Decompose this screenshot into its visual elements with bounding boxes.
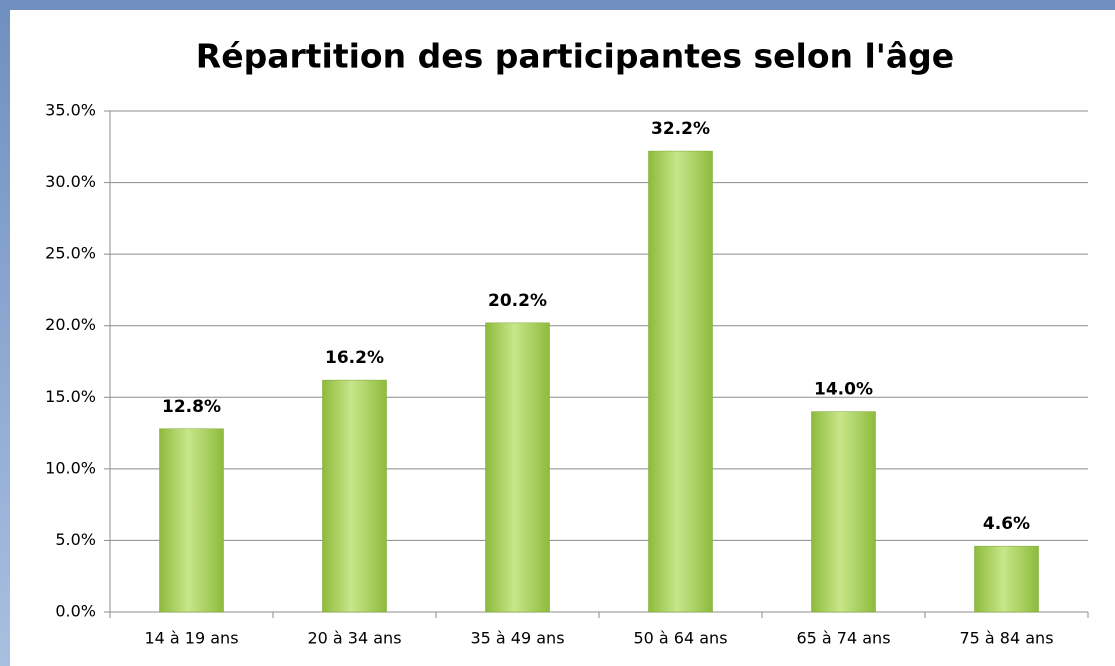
x-tick-label: 65 à 74 ans bbox=[796, 629, 890, 648]
value-label: 20.2% bbox=[488, 291, 547, 311]
x-tick-label: 35 à 49 ans bbox=[470, 629, 564, 648]
y-tick-label: 5.0% bbox=[55, 530, 96, 549]
x-tick-label: 14 à 19 ans bbox=[144, 629, 238, 648]
y-tick-label: 10.0% bbox=[45, 458, 96, 477]
bar bbox=[485, 322, 550, 613]
y-tick-label: 30.0% bbox=[45, 172, 96, 191]
y-tick-label: 20.0% bbox=[45, 315, 96, 334]
x-tick-label: 75 à 84 ans bbox=[959, 629, 1053, 648]
bar bbox=[811, 411, 876, 613]
bar bbox=[322, 379, 387, 613]
value-label: 4.6% bbox=[983, 514, 1030, 534]
y-tick-label: 15.0% bbox=[45, 387, 96, 406]
y-tick-label: 35.0% bbox=[45, 101, 96, 120]
value-label: 14.0% bbox=[814, 380, 873, 400]
y-tick-label: 25.0% bbox=[45, 244, 96, 263]
value-label: 16.2% bbox=[325, 348, 384, 368]
x-tick-label: 50 à 64 ans bbox=[633, 629, 727, 648]
y-tick-label: 0.0% bbox=[55, 602, 96, 621]
value-label: 32.2% bbox=[651, 119, 710, 139]
bar bbox=[974, 545, 1039, 613]
value-label: 12.8% bbox=[162, 397, 221, 417]
x-tick-label: 20 à 34 ans bbox=[307, 629, 401, 648]
bar bbox=[648, 150, 713, 613]
bar bbox=[159, 428, 224, 613]
chart-title: Répartition des participantes selon l'âg… bbox=[196, 37, 954, 76]
